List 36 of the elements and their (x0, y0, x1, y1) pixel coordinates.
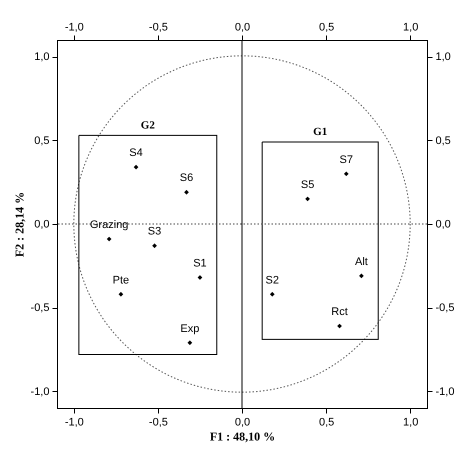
y2-tick-label: -1,0 (436, 386, 454, 398)
x-tick-label: -1,0 (64, 22, 84, 34)
x2-tick-label: 0,0 (234, 416, 250, 428)
annotation: S4 (129, 147, 143, 160)
y-tick-label: -0,5 (30, 302, 50, 314)
annotation: G2 (140, 119, 156, 132)
y-tick-label: -1,0 (30, 386, 50, 398)
y-tick-label: 0,5 (34, 134, 50, 147)
annotation: S3 (148, 226, 162, 238)
annotation: Rct (331, 306, 348, 318)
y-tick-label: 0,0 (34, 218, 50, 230)
x-tick-label: -0,5 (148, 22, 168, 34)
y-tick-label: 1,0 (34, 51, 50, 64)
annotation: Grazing (90, 219, 128, 232)
annotation: S1 (193, 258, 207, 270)
annotation: Alt (354, 256, 368, 268)
annotation: S5 (300, 178, 314, 191)
x-axis-title: F1 : 48,10 % (210, 430, 276, 444)
annotation: S6 (180, 172, 194, 184)
annotation: G1 (313, 126, 328, 138)
y2-tick-label: 1,0 (436, 51, 451, 64)
x2-tick-label: 1,0 (403, 416, 418, 428)
y2-tick-label: -0,5 (436, 302, 454, 314)
x-tick-label: 1,0 (403, 22, 418, 34)
y-axis-title: F2 : 28,14 % (12, 192, 27, 258)
annotation: S7 (340, 154, 354, 166)
x2-tick-label: 0,5 (318, 416, 334, 428)
y2-tick-label: 0,5 (436, 134, 451, 147)
x2-tick-label: -1,0 (64, 416, 84, 428)
annotation: Exp (180, 322, 200, 335)
annotation: Pte (112, 274, 130, 286)
x-tick-label: 0,5 (318, 22, 334, 34)
x2-tick-label: -0,5 (148, 416, 168, 428)
x-tick-label: 0,0 (234, 22, 250, 34)
annotation: S2 (266, 274, 280, 286)
y2-tick-label: 0,0 (436, 218, 451, 230)
